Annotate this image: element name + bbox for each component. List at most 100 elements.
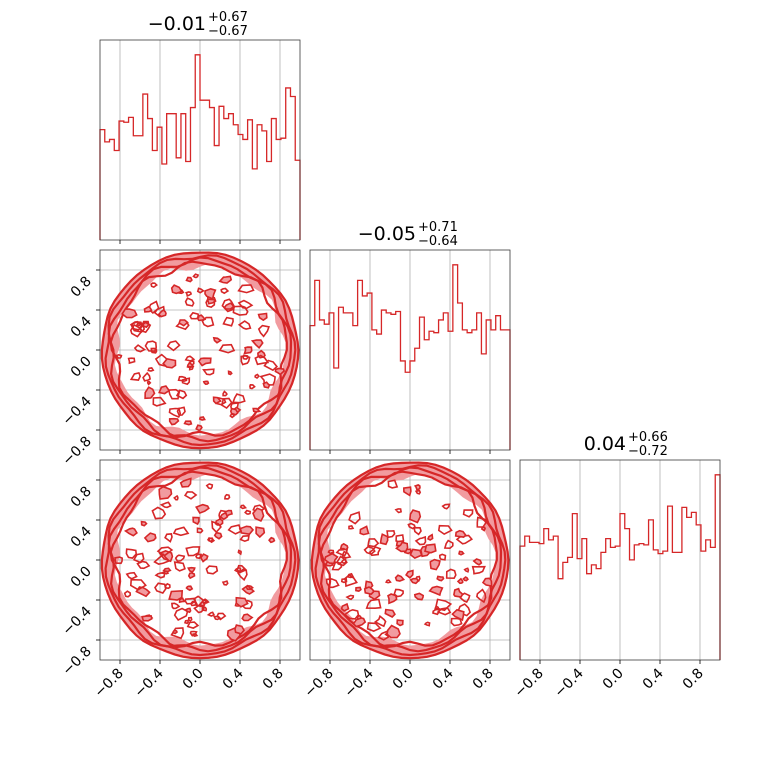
x-tick-label: −0.4	[131, 665, 166, 700]
contour-blob	[127, 357, 136, 365]
contour-blob	[143, 305, 153, 313]
panel-title: 0.04 +0.66−0.72	[584, 430, 668, 459]
contour-blob	[245, 584, 254, 590]
contour-blob	[125, 571, 138, 580]
contour-blob	[197, 357, 212, 367]
contour-blob	[409, 577, 420, 585]
contour-blob	[183, 491, 198, 500]
contour-blob	[123, 527, 138, 537]
histogram-panel: −0.05 +0.71−0.64	[309, 220, 511, 454]
contour-blob	[386, 529, 396, 539]
contour-blob	[141, 615, 153, 622]
x-tick-label: 0.8	[680, 666, 707, 693]
contour-blob	[167, 388, 181, 400]
contour-blob	[193, 595, 208, 608]
contour-blob	[189, 600, 199, 607]
contour-blob	[135, 322, 142, 327]
contour-blob	[229, 413, 236, 419]
contour-blob	[451, 608, 465, 622]
contour-blob	[147, 367, 155, 372]
y-tick-label: −0.8	[59, 644, 94, 679]
contour-blob	[198, 416, 206, 421]
contour-blob	[195, 424, 203, 432]
histogram-panel: −0.8 −0.4 0.0 0.4 0.8 0.04 +0.66−0.72	[511, 430, 721, 701]
contour-blob	[171, 602, 181, 610]
title-upper-error: +0.66	[628, 430, 668, 445]
contour-blob	[252, 407, 262, 413]
contour-blob	[476, 588, 487, 604]
contour-blob	[201, 316, 215, 328]
contour-line	[107, 256, 293, 443]
contour-blob	[232, 305, 249, 316]
contour-blob	[340, 602, 350, 612]
contour-blob	[257, 324, 270, 338]
contour-blob	[414, 489, 422, 495]
contour-blob	[345, 594, 355, 601]
contour-blob	[164, 582, 171, 590]
contour-blob	[212, 396, 222, 405]
contour-blob	[387, 479, 399, 489]
contour-blob	[177, 375, 188, 383]
contour-blob	[138, 321, 152, 334]
contour-blob	[366, 622, 382, 632]
x-tick-label: 0.4	[430, 665, 457, 692]
contour-blob	[172, 526, 190, 537]
contour-line	[109, 470, 288, 649]
contour-blob	[121, 308, 138, 319]
contour-blob	[213, 531, 223, 540]
contour-blob	[158, 485, 173, 500]
contour-blob	[178, 597, 186, 604]
x-tick-label: 0.0	[180, 666, 207, 693]
contour-blob	[154, 582, 167, 594]
contour-blob	[438, 553, 447, 561]
y-tick-label: 0.4	[68, 523, 95, 550]
contour-blob	[173, 561, 186, 572]
contour-blob	[158, 385, 171, 395]
contour-blob	[150, 282, 158, 288]
contour-blob	[205, 483, 214, 490]
contour-blob	[480, 526, 486, 532]
contour-blob	[173, 494, 179, 501]
contour-blob	[218, 275, 233, 284]
contour-blob	[340, 578, 348, 584]
title-upper-error: +0.67	[208, 10, 248, 25]
contour-blob	[441, 503, 451, 510]
contour-blob	[481, 577, 493, 587]
contour-blob	[206, 611, 216, 617]
contour-line	[107, 466, 293, 653]
contour-blob	[237, 568, 248, 582]
y-tick-label: −0.8	[59, 434, 94, 469]
contour-blob	[187, 566, 196, 573]
contour-blob	[130, 321, 144, 331]
contour-blob	[386, 624, 401, 639]
contour-blob	[204, 287, 217, 301]
contour-blob	[114, 556, 124, 565]
title-lower-error: −0.72	[628, 444, 668, 459]
contour-blob	[368, 546, 382, 557]
contour-blob	[363, 545, 376, 556]
contour-blob	[394, 508, 403, 514]
contour-line	[100, 461, 300, 660]
histogram-step-line	[309, 264, 511, 450]
contour-blob	[172, 629, 178, 635]
contour-blob	[359, 525, 370, 536]
contour-blob	[123, 590, 132, 598]
contour-blob	[413, 592, 425, 601]
contour-blob	[125, 548, 138, 559]
contour-blob	[115, 353, 123, 359]
contour-blob	[205, 565, 219, 575]
contour-blob	[179, 477, 192, 488]
contour-blob	[170, 284, 184, 295]
contour-blob	[199, 553, 209, 563]
contour-blob	[458, 550, 465, 556]
contour-blob	[192, 516, 200, 526]
y-tick-label: 0.8	[68, 484, 95, 511]
contour-blob	[183, 420, 193, 426]
contour-blob	[454, 529, 467, 538]
contour-blob	[325, 578, 340, 589]
contour-panel: −0.8 −0.4 0.0 0.4 0.8	[59, 249, 301, 469]
contour-blob	[395, 541, 409, 553]
contour-blob	[243, 346, 253, 355]
contour-blob	[413, 484, 421, 491]
contour-blob	[237, 320, 252, 330]
